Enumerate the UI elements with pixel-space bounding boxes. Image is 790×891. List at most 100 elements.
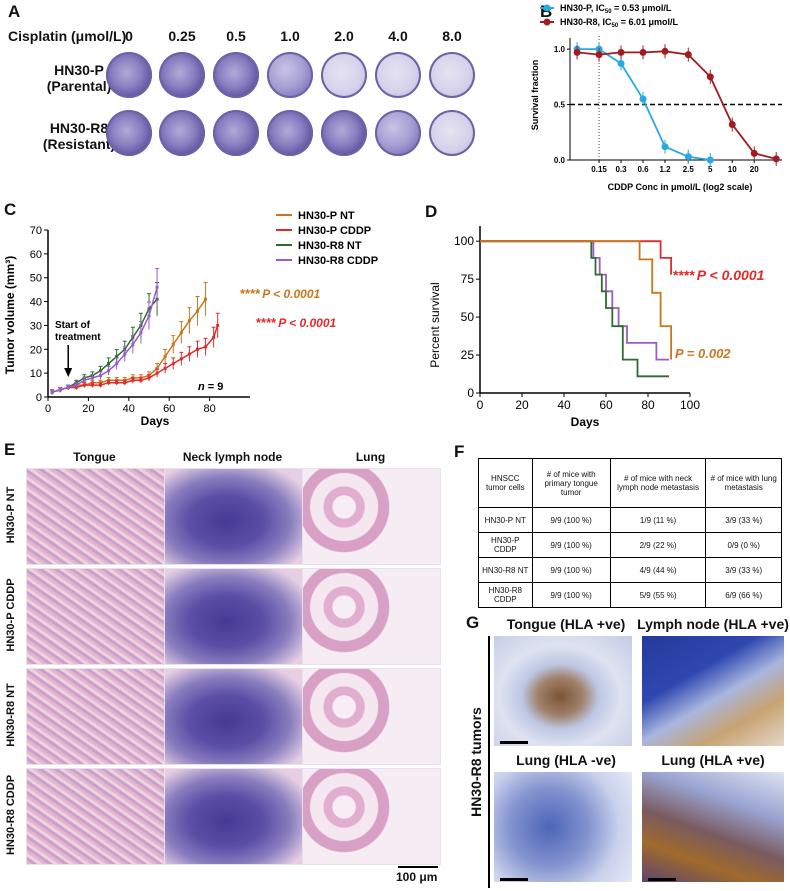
data-point xyxy=(115,362,119,366)
y-tick-label: 1.0 xyxy=(554,45,566,54)
x-tick-label: 0.6 xyxy=(637,165,649,174)
data-point xyxy=(139,378,143,382)
row-label-hn30r8-nt: HN30-R8 NT xyxy=(0,668,22,763)
dose-label: 2.0 xyxy=(334,28,354,44)
row-label-hn30p-cddp: HN30-P CDDP xyxy=(0,568,22,663)
data-point xyxy=(155,366,159,370)
colony-dish xyxy=(375,110,421,156)
data-point xyxy=(216,323,220,327)
legend-text: HN30-R8, IC50 = 6.01 μmol/L xyxy=(560,17,678,29)
data-point xyxy=(195,309,199,313)
data-point xyxy=(99,369,103,373)
table-cell: HN30-P CDDP xyxy=(478,532,533,558)
p-value-annotation: **** P < 0.0001 xyxy=(240,286,321,301)
ihc-tongue-hla-pos xyxy=(494,636,632,746)
colony-dish xyxy=(159,110,205,156)
data-point xyxy=(204,297,208,301)
row-label-hn30r8-cddp: HN30-R8 CDDP xyxy=(0,768,22,863)
survival-curve xyxy=(480,240,672,275)
legend-marker xyxy=(543,18,551,26)
legend-marker xyxy=(543,4,551,12)
dose-label: 8.0 xyxy=(442,28,462,44)
data-point xyxy=(82,383,86,387)
table-cell: HN30-P NT xyxy=(478,507,533,533)
row-label-hn30p-nt: HN30-P NT xyxy=(0,468,22,563)
data-point xyxy=(107,369,111,373)
data-point xyxy=(728,121,736,129)
data-point xyxy=(212,335,216,339)
g-title-lung-neg: Lung (HLA -ve) xyxy=(516,752,616,768)
colony-dish xyxy=(106,52,152,98)
data-point xyxy=(131,378,135,382)
data-point xyxy=(58,388,62,392)
treatment-annotation-line2: treatment xyxy=(55,332,101,343)
histology-lung-hn30p-cddp xyxy=(302,568,441,665)
y-tick-label: 60 xyxy=(30,249,42,261)
data-point xyxy=(82,378,86,382)
scale-bar-label: 100 μm xyxy=(396,870,438,884)
row-label-resistant: HN30-R8 (Resistant) xyxy=(36,120,122,152)
colony-dish xyxy=(321,52,367,98)
table-row: HN30-P NT 9/9 (100 %) 1/9 (11 %) 3/9 (33… xyxy=(478,507,782,533)
row-label-line1: HN30-R8 xyxy=(49,120,109,136)
panel-e-label: E xyxy=(4,440,16,459)
data-point xyxy=(123,381,127,385)
data-point xyxy=(750,149,758,157)
data-point xyxy=(706,156,714,164)
data-point xyxy=(155,371,159,375)
ihc-scale-bar xyxy=(500,878,528,881)
table-cell: 3/9 (33 %) xyxy=(705,507,782,533)
series-line xyxy=(51,325,219,393)
p-value-annotation: P = 0.002 xyxy=(675,346,731,361)
table-row: HN30-P CDDP 9/9 (100 %) 2/9 (22 %) 0/9 (… xyxy=(478,532,782,558)
panel-g-side-label: HN30-R8 tumors xyxy=(466,636,486,888)
x-tick-label: 10 xyxy=(728,165,737,174)
col-label-lung: Lung xyxy=(355,450,386,464)
legend-text: HN30-R8 CDDP xyxy=(298,255,378,267)
table-cell: 4/9 (44 %) xyxy=(609,557,707,583)
colony-dish xyxy=(429,52,475,98)
data-point xyxy=(115,354,119,358)
data-point xyxy=(179,357,183,361)
dose-label: 0.25 xyxy=(168,28,196,44)
y-tick-label: 50 xyxy=(461,310,475,324)
table-header: HNSCC tumor cells xyxy=(478,458,533,508)
p-value-annotation: **** P < 0.0001 xyxy=(673,267,765,283)
chart-b-xlabel: CDDP Conc in μmol/L (log2 scale) xyxy=(608,182,753,192)
row-label-line2: (Parental) xyxy=(46,78,112,94)
y-tick-label: 0 xyxy=(36,392,42,404)
histology-lung-hn30r8-nt xyxy=(302,668,441,765)
side-label-text: HN30-R8 tumors xyxy=(468,707,484,817)
chart-b-legend: HN30-P, IC50 = 0.53 μmol/L HN30-R8, IC50 … xyxy=(540,3,678,29)
histology-lung-hn30r8-cddp xyxy=(302,768,441,865)
x-tick-label: 40 xyxy=(123,403,135,415)
data-point xyxy=(90,376,94,380)
data-point xyxy=(163,354,167,358)
data-point xyxy=(74,383,78,387)
colony-dish xyxy=(213,52,259,98)
survival-curve xyxy=(480,240,669,361)
row-label-line2: (Resistant) xyxy=(42,136,116,152)
x-tick-label: 80 xyxy=(641,398,655,412)
treatment-annotation-line1: Start of xyxy=(55,320,91,331)
colony-dish xyxy=(213,110,259,156)
data-point xyxy=(706,73,714,81)
tumor-volume-chart: Tumor volume (mm³) Days 0 10 20 30 40 50 60 70 0… xyxy=(3,210,378,428)
dose-label: 4.0 xyxy=(388,28,408,44)
survival-curve xyxy=(480,240,672,360)
data-point xyxy=(639,95,647,103)
data-point xyxy=(163,366,167,370)
data-point xyxy=(573,48,581,56)
colony-dish xyxy=(321,110,367,156)
percent-survival-chart: Percent survival Days 0 25 50 75 100 0 20 40 60 8… xyxy=(428,226,765,429)
data-point xyxy=(171,343,175,347)
table-cell: HN30-R8 CDDP xyxy=(478,582,533,608)
row-label-text: HN30-R8 NT xyxy=(5,683,17,747)
y-tick-label: 70 xyxy=(30,225,42,237)
legend-text: HN30-P NT xyxy=(298,210,355,222)
table-header: # of mice with lung metastasis xyxy=(705,458,782,508)
y-tick-label: 100 xyxy=(454,234,474,248)
data-point xyxy=(595,51,603,59)
histology-tongue-hn30r8-nt xyxy=(26,668,165,765)
colony-dish xyxy=(267,110,313,156)
